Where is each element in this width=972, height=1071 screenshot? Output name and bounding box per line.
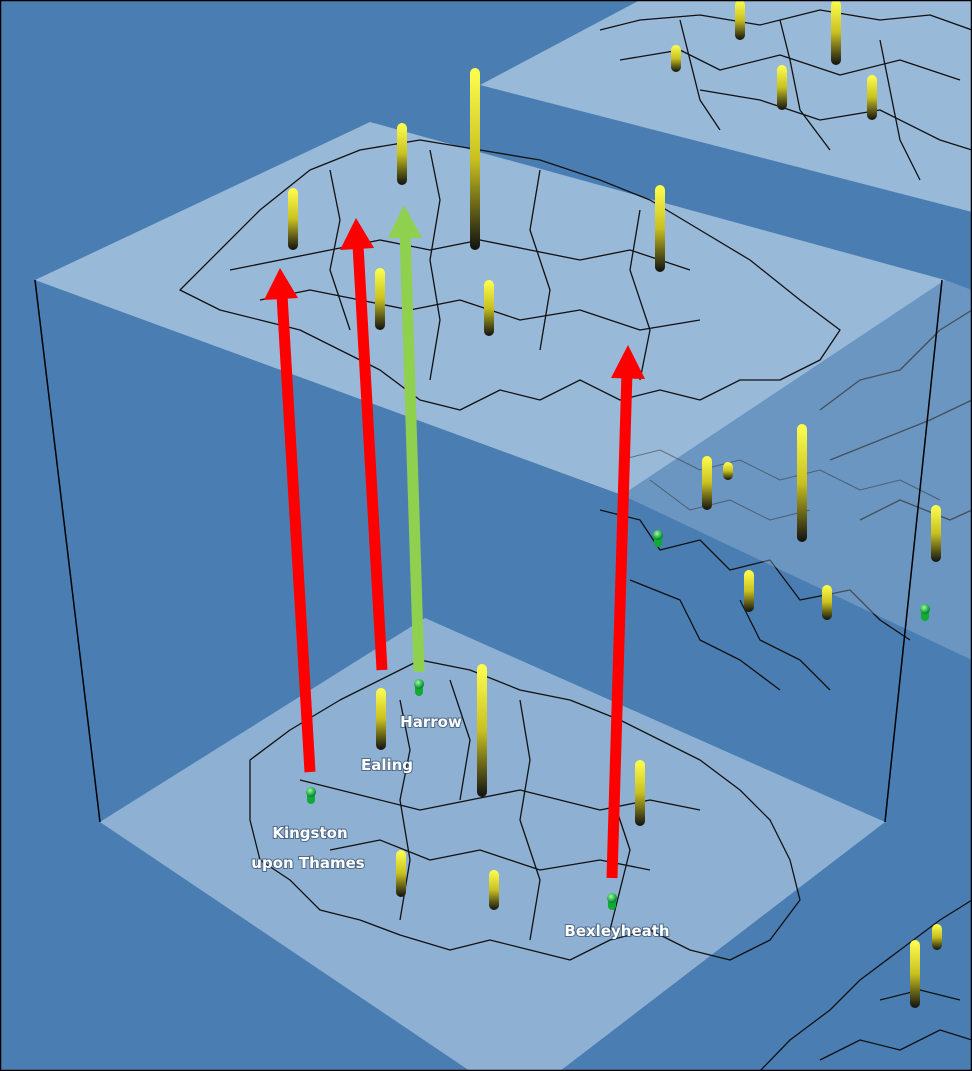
- column: [932, 924, 942, 950]
- column: [375, 268, 385, 330]
- frame-line: [34, 279, 101, 823]
- column: [702, 456, 712, 510]
- place-label: Ealing: [361, 756, 413, 774]
- marker: [306, 787, 316, 797]
- plane: [480, 0, 972, 212]
- column: [910, 940, 920, 1008]
- column: [477, 664, 487, 797]
- column: [288, 188, 298, 250]
- column: [671, 45, 681, 72]
- borough-outline: [249, 659, 801, 961]
- place-label: Harrow: [400, 713, 462, 731]
- column: [484, 280, 494, 336]
- arrow: [264, 268, 316, 773]
- column: [867, 75, 877, 120]
- column: [489, 870, 499, 910]
- column: [735, 0, 745, 40]
- column: [397, 123, 407, 185]
- column: [797, 424, 807, 542]
- marker: [414, 679, 424, 689]
- column: [777, 65, 787, 110]
- column: [744, 570, 754, 612]
- marker: [653, 530, 663, 540]
- column: [723, 462, 733, 480]
- column: [396, 850, 406, 897]
- arrow: [606, 345, 645, 879]
- place-label: Bexleyheath: [564, 922, 669, 940]
- marker: [920, 604, 930, 614]
- borough-outline: [599, 9, 972, 181]
- borough-outline: [619, 449, 941, 521]
- arrow: [388, 205, 425, 673]
- bar-group: [288, 0, 942, 1008]
- column: [376, 688, 386, 750]
- plane: [600, 290, 972, 660]
- borough-outline: [599, 309, 972, 691]
- column: [655, 185, 665, 272]
- frame-line: [884, 279, 943, 823]
- column: [931, 505, 941, 562]
- column: [831, 0, 841, 65]
- plane: [100, 618, 885, 1071]
- borough-outline: [179, 139, 841, 411]
- column: [635, 760, 645, 826]
- column: [822, 585, 832, 620]
- place-label: Kingston: [272, 824, 347, 842]
- arrow: [340, 218, 388, 671]
- column: [470, 68, 480, 250]
- marker: [607, 893, 617, 903]
- place-label: upon Thames: [251, 854, 364, 872]
